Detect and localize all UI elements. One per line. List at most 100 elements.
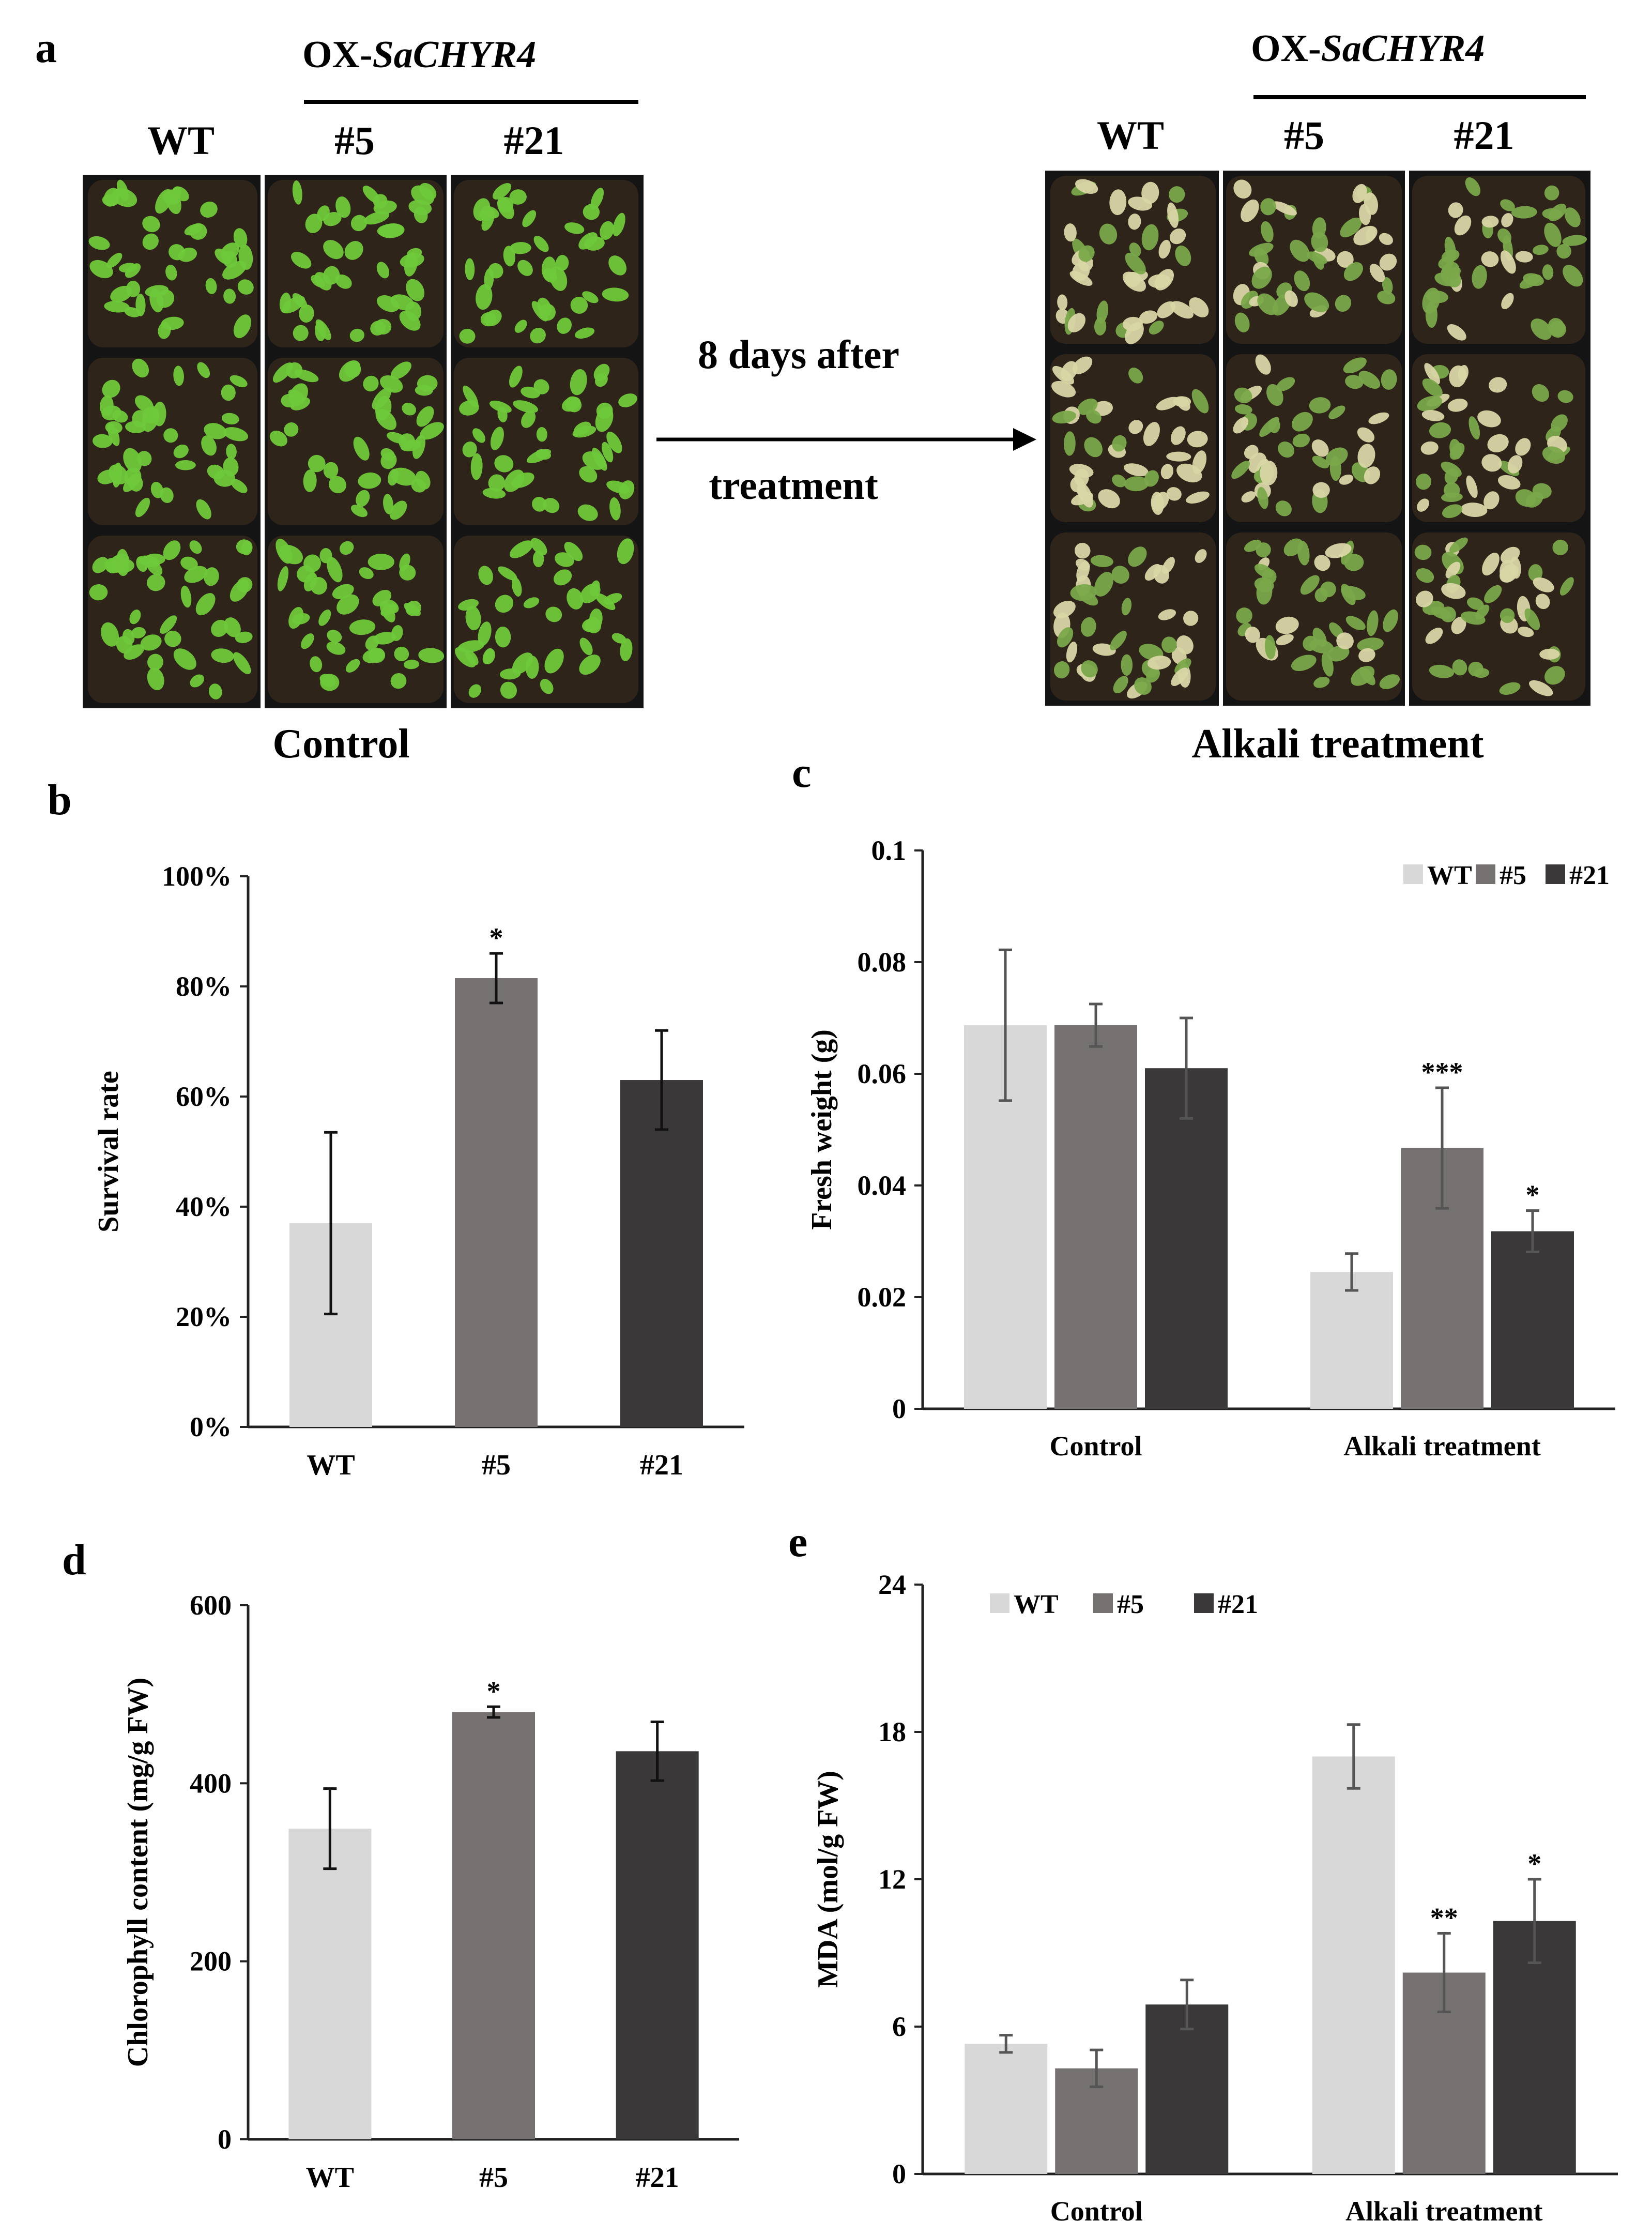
leaf <box>1487 434 1509 453</box>
leaf <box>1314 555 1330 571</box>
leaf <box>494 455 514 473</box>
leaf <box>1454 215 1472 236</box>
leaf <box>1447 399 1468 412</box>
leaf <box>1481 216 1499 228</box>
leaf <box>1417 498 1429 512</box>
leaf <box>1173 396 1191 407</box>
leaf <box>1057 627 1074 648</box>
leaf <box>1421 410 1445 421</box>
leaf <box>1078 245 1095 262</box>
leaf <box>117 179 129 201</box>
leaf <box>372 589 392 606</box>
leaf <box>1272 201 1297 216</box>
leaf <box>149 288 164 313</box>
leaf <box>1152 492 1169 511</box>
leaf <box>1472 265 1487 289</box>
leaf <box>1186 491 1210 504</box>
leaf <box>1141 181 1159 204</box>
leaf <box>478 621 492 646</box>
leaf <box>1231 461 1250 479</box>
treatment-arrow-head <box>1013 428 1036 451</box>
leaf <box>481 211 495 231</box>
leaf <box>377 223 404 237</box>
legend-swatch <box>1476 864 1495 884</box>
leaf <box>305 214 323 233</box>
leaf <box>418 648 445 663</box>
leaf <box>1501 293 1514 310</box>
y-tick-label: 0 <box>218 2124 232 2155</box>
genotype-label-right-5: #5 <box>1284 113 1324 158</box>
pot-cell <box>454 536 638 703</box>
leaf <box>1500 250 1516 274</box>
leaf <box>1515 489 1536 507</box>
leaf <box>92 557 109 573</box>
leaf <box>108 464 128 484</box>
leaf <box>383 494 394 514</box>
leaf <box>147 574 165 591</box>
leaf <box>1497 475 1521 490</box>
leaf <box>380 448 395 461</box>
pot-cell <box>1050 354 1216 522</box>
leaf <box>1233 179 1252 199</box>
leaf <box>1481 251 1499 267</box>
leaf <box>544 648 564 674</box>
leaf <box>353 436 370 461</box>
leaf <box>1052 410 1076 424</box>
leaf <box>500 681 517 699</box>
y-tick-label: 24 <box>878 1569 906 1600</box>
leaf <box>1189 297 1209 317</box>
leaf <box>1195 549 1207 563</box>
leaf <box>140 634 162 651</box>
leaf <box>363 375 379 392</box>
leaf <box>132 358 149 378</box>
leaf <box>101 622 119 647</box>
leaf <box>1379 253 1397 271</box>
leaf <box>579 655 601 675</box>
construct-prefix-right: OX- <box>1251 27 1321 70</box>
leaf <box>375 396 392 421</box>
leaf <box>160 615 177 634</box>
leaf <box>1562 235 1587 246</box>
construct-gene-right: SaCHYR4 <box>1321 27 1485 70</box>
leaf <box>323 462 339 479</box>
leaf <box>189 540 202 554</box>
leaf <box>1364 466 1381 484</box>
leaf <box>1481 454 1502 472</box>
leaf <box>1128 368 1143 384</box>
leaf <box>1358 371 1381 389</box>
leaf <box>602 287 629 302</box>
leaf <box>1057 294 1068 311</box>
y-tick-label: 0.02 <box>858 1282 907 1313</box>
leaf <box>350 215 367 232</box>
y-tick-label: 200 <box>190 1946 232 1977</box>
leaf <box>1192 450 1207 474</box>
leaf <box>237 279 254 295</box>
significance-mark: *** <box>1421 1057 1463 1088</box>
leaf <box>362 648 385 663</box>
leaf <box>237 577 253 593</box>
leaf <box>1290 239 1310 262</box>
significance-mark: * <box>487 1676 501 1707</box>
leaf <box>482 488 506 499</box>
leaf <box>509 366 523 388</box>
leaf <box>1425 301 1437 328</box>
leaf <box>578 232 598 250</box>
leaf <box>1169 229 1186 245</box>
leaf <box>530 538 547 556</box>
bar <box>1145 2004 1229 2174</box>
leaf <box>155 189 173 214</box>
leaf <box>573 421 591 436</box>
photo-divider <box>261 175 265 708</box>
leaf <box>1251 266 1272 289</box>
leaf <box>1241 199 1259 222</box>
leaf <box>416 406 434 427</box>
leaf <box>1124 463 1149 477</box>
leaf <box>1528 564 1543 582</box>
leaf <box>311 275 325 288</box>
leaf <box>1255 354 1271 375</box>
leaf <box>1096 300 1109 324</box>
leaf <box>1257 293 1278 315</box>
leaf <box>406 279 425 301</box>
leaf <box>582 451 606 470</box>
leaf <box>100 395 114 416</box>
